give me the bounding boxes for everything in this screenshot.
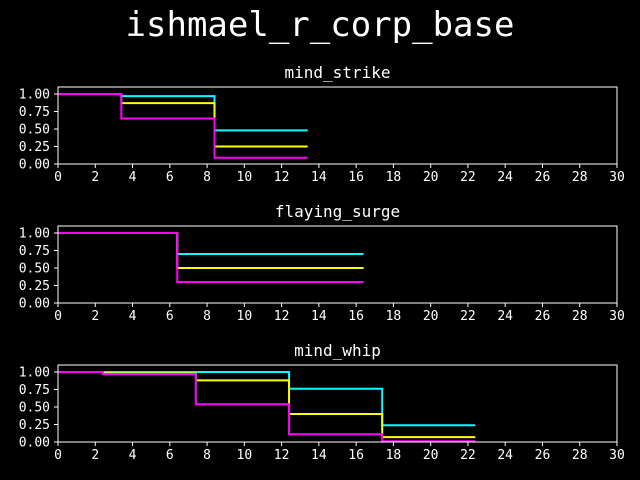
axes-frame xyxy=(57,364,618,443)
x-tick-label: 0 xyxy=(54,309,62,324)
x-tick-label: 4 xyxy=(129,448,137,463)
y-tick-label: 0.00 xyxy=(19,158,50,173)
y-tick-label: 1.00 xyxy=(19,366,50,381)
x-tick-label: 8 xyxy=(203,170,211,185)
x-tick-label: 10 xyxy=(237,309,253,324)
x-tick-label: 2 xyxy=(91,170,99,185)
x-tick-label: 14 xyxy=(311,170,327,185)
y-tick-label: 0.75 xyxy=(19,383,50,398)
x-tick-label: 30 xyxy=(609,448,625,463)
x-tick-label: 22 xyxy=(460,448,476,463)
x-tick-label: 6 xyxy=(166,309,174,324)
y-tick-label: 0.25 xyxy=(19,279,50,294)
x-tick-label: 20 xyxy=(423,448,439,463)
x-tick-label: 0 xyxy=(54,448,62,463)
x-tick-label: 26 xyxy=(535,448,551,463)
x-tick-label: 26 xyxy=(535,309,551,324)
y-tick-label: 0.50 xyxy=(19,401,50,416)
axes-frame xyxy=(57,86,618,165)
x-tick-label: 24 xyxy=(497,170,513,185)
x-tick-label: 18 xyxy=(386,170,402,185)
x-tick-label: 2 xyxy=(91,448,99,463)
x-tick-label: 18 xyxy=(386,448,402,463)
x-tick-label: 12 xyxy=(274,448,290,463)
x-tick-label: 28 xyxy=(572,170,588,185)
x-tick-label: 14 xyxy=(311,448,327,463)
panel-title: mind_whip xyxy=(294,341,381,360)
y-tick-label: 0.00 xyxy=(19,436,50,451)
x-tick-label: 26 xyxy=(535,170,551,185)
x-tick-label: 20 xyxy=(423,170,439,185)
y-tick-label: 0.25 xyxy=(19,418,50,433)
y-tick-label: 0.25 xyxy=(19,140,50,155)
x-tick-label: 14 xyxy=(311,309,327,324)
panel-title: mind_strike xyxy=(285,63,391,82)
y-tick-label: 0.75 xyxy=(19,105,50,120)
x-tick-label: 30 xyxy=(609,170,625,185)
x-tick-label: 10 xyxy=(237,448,253,463)
x-tick-label: 12 xyxy=(274,309,290,324)
x-tick-label: 8 xyxy=(203,309,211,324)
y-tick-label: 0.50 xyxy=(19,262,50,277)
x-tick-label: 8 xyxy=(203,448,211,463)
x-tick-label: 22 xyxy=(460,309,476,324)
series-line-1 xyxy=(58,93,308,132)
x-tick-label: 12 xyxy=(274,170,290,185)
panel-title: flaying_surge xyxy=(275,202,400,221)
series-line-1 xyxy=(58,232,364,255)
series-line-2 xyxy=(58,93,308,148)
x-tick-label: 4 xyxy=(129,170,137,185)
x-tick-label: 16 xyxy=(348,309,364,324)
x-tick-label: 24 xyxy=(497,309,513,324)
x-tick-label: 6 xyxy=(166,170,174,185)
series-line-3 xyxy=(58,232,364,283)
x-tick-label: 10 xyxy=(237,170,253,185)
x-tick-label: 6 xyxy=(166,448,174,463)
y-tick-label: 0.75 xyxy=(19,244,50,259)
y-tick-label: 1.00 xyxy=(19,88,50,103)
series-line-2 xyxy=(58,232,364,269)
x-tick-label: 16 xyxy=(348,170,364,185)
axes-frame xyxy=(57,225,618,304)
x-tick-label: 18 xyxy=(386,309,402,324)
x-tick-label: 2 xyxy=(91,309,99,324)
x-tick-label: 20 xyxy=(423,309,439,324)
x-tick-label: 4 xyxy=(129,309,137,324)
figure-title: ishmael_r_corp_base xyxy=(126,5,515,45)
x-tick-label: 30 xyxy=(609,309,625,324)
x-tick-label: 28 xyxy=(572,309,588,324)
y-tick-label: 1.00 xyxy=(19,227,50,242)
x-tick-label: 22 xyxy=(460,170,476,185)
series-line-3 xyxy=(58,93,308,159)
series-line-3 xyxy=(58,371,476,443)
x-tick-label: 24 xyxy=(497,448,513,463)
x-tick-label: 16 xyxy=(348,448,364,463)
y-tick-label: 0.50 xyxy=(19,123,50,138)
y-tick-label: 0.00 xyxy=(19,297,50,312)
x-tick-label: 0 xyxy=(54,170,62,185)
x-tick-label: 28 xyxy=(572,448,588,463)
